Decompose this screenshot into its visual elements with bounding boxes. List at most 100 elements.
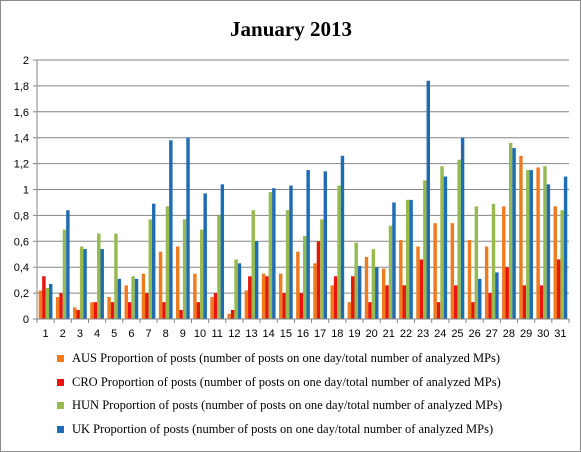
x-tick-label: 19 xyxy=(348,328,360,340)
x-tick-label: 8 xyxy=(163,328,169,340)
bar xyxy=(127,302,132,319)
bar xyxy=(134,278,139,319)
bar xyxy=(110,302,115,319)
legend-label: UK Proportion of posts (number of posts … xyxy=(72,421,494,436)
x-tick-label: 4 xyxy=(94,328,100,340)
bar xyxy=(536,167,540,319)
bar xyxy=(265,276,269,319)
bar xyxy=(347,302,352,319)
bar xyxy=(90,302,94,319)
bar xyxy=(182,219,187,319)
bar xyxy=(158,251,163,319)
bar xyxy=(426,80,430,319)
x-tick-label: 2 xyxy=(60,328,66,340)
bar xyxy=(151,203,156,319)
bar xyxy=(203,193,207,319)
legend-item: AUS Proportion of posts (number of posts… xyxy=(57,347,577,371)
bar xyxy=(457,159,461,319)
x-tick-label: 24 xyxy=(434,328,446,340)
bar xyxy=(220,184,225,319)
x-tick-label: 13 xyxy=(245,328,257,340)
bar xyxy=(381,268,386,319)
y-tick-label: 0,6 xyxy=(14,236,29,248)
y-tick-label: 0,8 xyxy=(14,210,29,222)
bar xyxy=(409,199,413,319)
bar xyxy=(272,188,276,319)
legend-swatch xyxy=(57,402,64,410)
legend-item: UK Proportion of posts (number of posts … xyxy=(57,418,577,442)
bar xyxy=(419,259,424,319)
bar xyxy=(210,296,214,319)
bar xyxy=(508,142,513,319)
bar xyxy=(303,236,307,319)
legend-swatch xyxy=(57,425,64,433)
bar xyxy=(124,285,128,319)
y-tick-label: 1 xyxy=(23,185,29,197)
bar xyxy=(165,206,170,319)
bar xyxy=(176,246,180,319)
bar xyxy=(553,206,557,319)
bar xyxy=(443,176,448,319)
bar xyxy=(371,249,376,319)
bar xyxy=(179,309,183,319)
bar xyxy=(186,137,190,319)
bar xyxy=(385,285,389,319)
legend-item: HUN Proportion of posts (number of posts… xyxy=(57,394,577,418)
bar xyxy=(49,284,53,319)
legend-item: CRO Proportion of posts (number of posts… xyxy=(57,371,577,395)
bar xyxy=(248,276,252,319)
x-tick-label: 1 xyxy=(43,328,49,340)
bar xyxy=(560,210,564,319)
x-tick-label: 21 xyxy=(383,328,395,340)
bar xyxy=(148,219,152,319)
bar xyxy=(323,171,328,319)
bar xyxy=(392,202,396,319)
bar xyxy=(42,276,46,319)
bar xyxy=(563,176,568,319)
bar xyxy=(433,223,437,319)
bar xyxy=(484,246,489,319)
bar xyxy=(230,309,235,319)
x-tick-label: 15 xyxy=(280,328,292,340)
bar xyxy=(405,199,410,319)
bar xyxy=(337,185,341,319)
bar xyxy=(351,276,355,319)
y-tick-label: 2 xyxy=(23,55,29,67)
bar xyxy=(83,249,87,319)
bar xyxy=(543,166,547,319)
bar xyxy=(460,137,465,319)
chart-title: January 2013 xyxy=(230,17,352,41)
bar xyxy=(55,296,60,319)
bar xyxy=(200,229,204,319)
bar xyxy=(131,276,135,319)
bar xyxy=(244,290,249,319)
bar xyxy=(440,166,444,319)
bar xyxy=(306,170,310,319)
x-tick-label: 20 xyxy=(366,328,378,340)
bar xyxy=(474,206,479,319)
bar xyxy=(546,184,551,319)
bar xyxy=(495,272,499,319)
bar xyxy=(526,170,530,319)
bar xyxy=(357,265,362,319)
bar xyxy=(196,302,201,319)
bar xyxy=(299,293,303,319)
bar xyxy=(556,259,561,319)
y-axis-ticks: 0 0,2 0,4 0,6 0,8 1 1,2 1,4 1,6 1,8 2 xyxy=(14,55,37,326)
x-tick-label: 30 xyxy=(537,328,549,340)
bar xyxy=(38,290,43,319)
bar xyxy=(59,293,63,319)
legend-label: HUN Proportion of posts (number of posts… xyxy=(72,398,503,413)
bar xyxy=(97,233,101,319)
bar xyxy=(278,273,283,319)
bar xyxy=(141,273,146,319)
x-tick-label: 28 xyxy=(503,328,515,340)
y-tick-label: 1,2 xyxy=(14,159,29,171)
bar xyxy=(114,233,118,319)
bar xyxy=(227,313,231,319)
x-tick-label: 14 xyxy=(263,328,275,340)
bar xyxy=(505,267,509,319)
bar xyxy=(93,302,98,319)
legend-swatch xyxy=(57,378,64,386)
bar xyxy=(213,293,218,319)
